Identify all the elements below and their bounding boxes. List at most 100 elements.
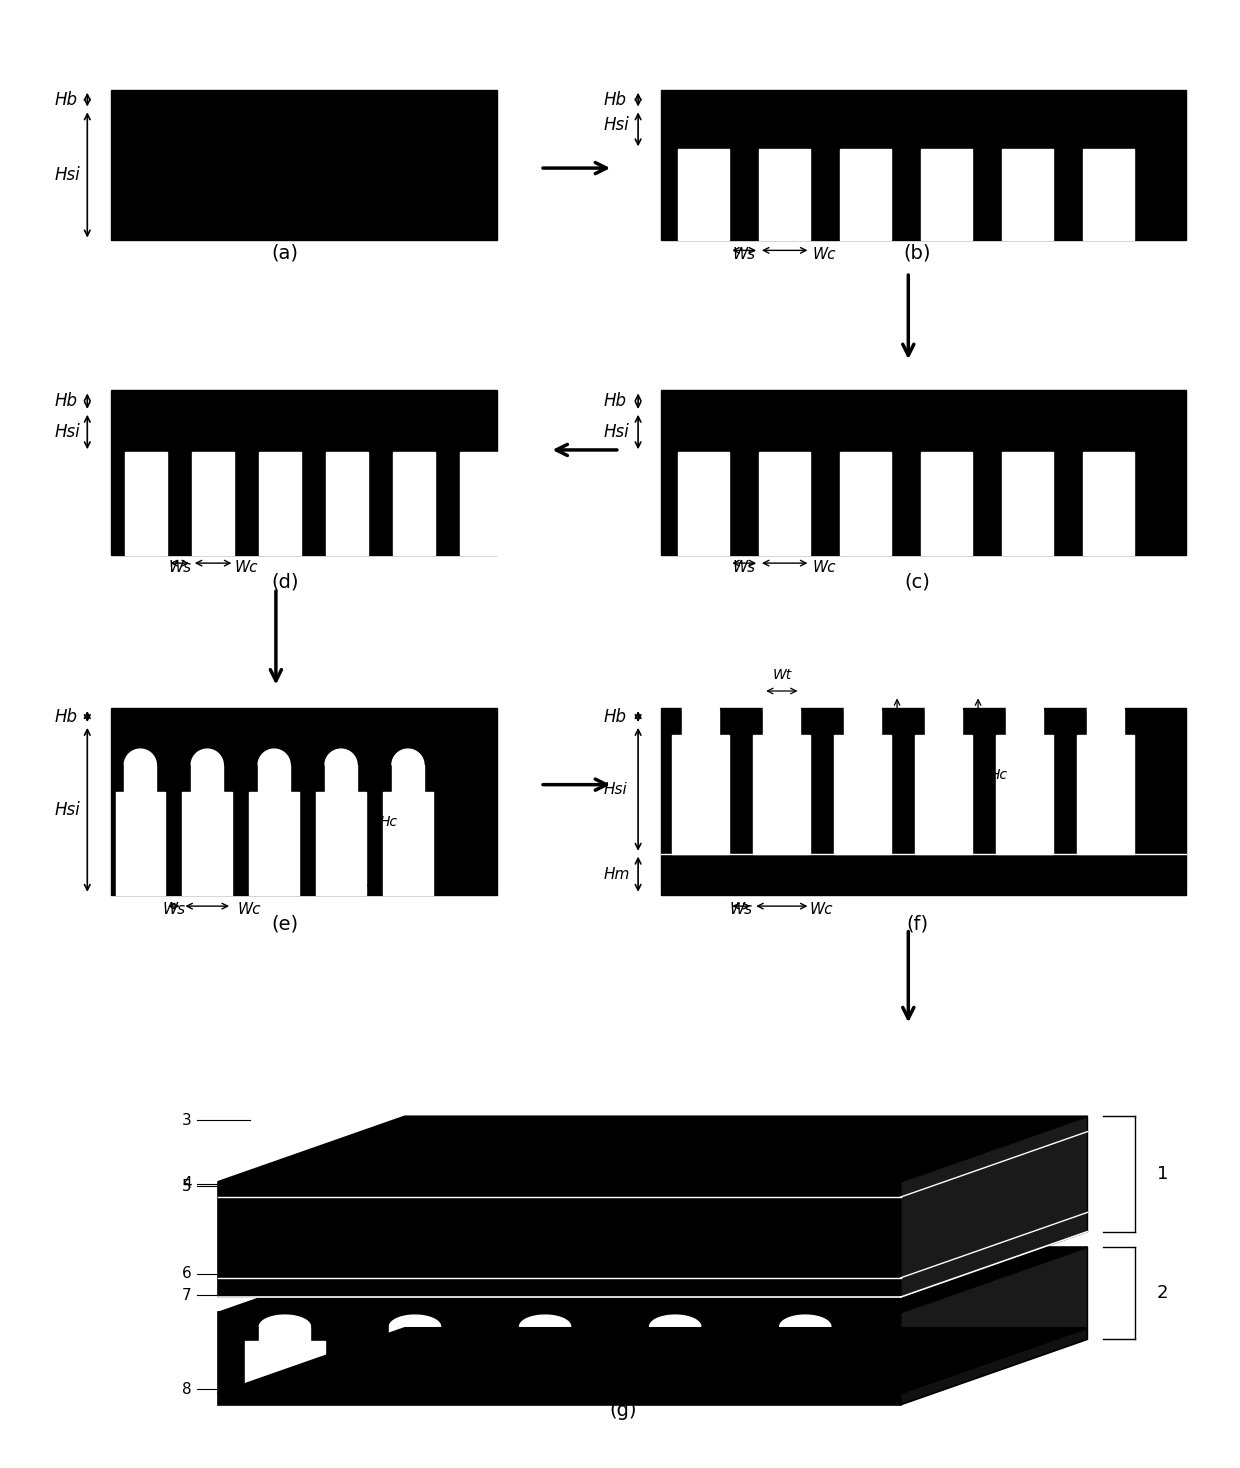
Text: 8: 8 (182, 1381, 191, 1398)
Text: Hsi: Hsi (604, 423, 630, 442)
Bar (682, 711, 719, 735)
Bar (650, 1207, 701, 1221)
Text: (b): (b) (904, 244, 931, 263)
Polygon shape (218, 1393, 900, 1405)
Bar (661, 90, 1185, 241)
Polygon shape (389, 1196, 440, 1207)
Polygon shape (218, 1312, 900, 1393)
Text: Wc: Wc (813, 561, 836, 575)
Bar (110, 90, 497, 241)
Bar (839, 150, 892, 241)
Bar (316, 793, 366, 894)
Text: 7: 7 (182, 1287, 191, 1302)
Text: Hsi: Hsi (604, 782, 627, 797)
Bar (326, 452, 368, 555)
Bar (1007, 711, 1043, 735)
Polygon shape (900, 1116, 1087, 1298)
Bar (325, 765, 357, 793)
Bar (259, 1207, 310, 1221)
Bar (505, 1221, 585, 1270)
Bar (635, 1342, 715, 1389)
Bar (661, 708, 1185, 894)
Bar (259, 452, 301, 555)
Bar (249, 793, 299, 894)
Text: Ws: Ws (733, 561, 755, 575)
Bar (1083, 150, 1135, 241)
Polygon shape (764, 696, 800, 711)
Bar (1083, 452, 1135, 555)
Bar (110, 390, 497, 555)
Polygon shape (218, 1246, 1087, 1312)
Bar (780, 1327, 831, 1342)
Text: (c): (c) (905, 573, 930, 592)
Bar (191, 765, 223, 793)
Polygon shape (325, 749, 357, 765)
Polygon shape (520, 1315, 570, 1327)
Bar (925, 711, 962, 735)
Bar (650, 1327, 701, 1342)
Bar (759, 452, 811, 555)
Bar (835, 735, 892, 854)
Bar (921, 150, 972, 241)
Text: Hb: Hb (55, 91, 77, 109)
Polygon shape (780, 1315, 831, 1327)
Bar (996, 735, 1053, 854)
Bar (839, 452, 892, 555)
Text: 1: 1 (1157, 1166, 1168, 1183)
Text: Hsi: Hsi (604, 116, 630, 134)
Polygon shape (218, 1116, 1087, 1182)
Text: H: H (905, 709, 916, 722)
Text: (a): (a) (272, 244, 299, 263)
Bar (635, 1221, 715, 1270)
Polygon shape (258, 749, 290, 765)
Text: Wc: Wc (810, 903, 833, 918)
Bar (1078, 735, 1135, 854)
Bar (678, 150, 729, 241)
Polygon shape (1087, 696, 1125, 711)
Text: Wt: Wt (197, 719, 217, 733)
Text: Wc: Wc (238, 903, 262, 918)
Bar (759, 150, 811, 241)
Text: 6: 6 (182, 1267, 191, 1282)
Bar (192, 452, 234, 555)
Bar (780, 1207, 831, 1221)
Bar (383, 793, 433, 894)
Bar (246, 1342, 325, 1389)
Text: Ws: Ws (730, 903, 753, 918)
Text: Hb: Hb (604, 708, 627, 725)
Bar (764, 711, 800, 735)
Polygon shape (900, 1246, 1087, 1393)
Bar (661, 390, 1185, 555)
Bar (182, 793, 232, 894)
Polygon shape (389, 1315, 440, 1327)
Text: 4: 4 (182, 1176, 191, 1191)
Bar (1087, 711, 1125, 735)
Bar (520, 1207, 570, 1221)
Text: (e): (e) (272, 915, 299, 934)
Polygon shape (191, 749, 223, 765)
Text: Wc: Wc (813, 247, 836, 263)
Text: (f): (f) (906, 915, 929, 934)
Text: Hsi: Hsi (55, 802, 81, 819)
Polygon shape (682, 696, 719, 711)
Bar (115, 793, 165, 894)
Text: Wc: Wc (234, 561, 258, 575)
Text: Wt: Wt (773, 668, 791, 683)
Text: Hm: Hm (604, 866, 630, 882)
Text: Hc: Hc (379, 815, 398, 829)
Polygon shape (780, 1196, 831, 1207)
Text: Hsi: Hsi (55, 423, 81, 442)
Text: Ws: Ws (162, 903, 185, 918)
Bar (765, 1221, 846, 1270)
Bar (678, 452, 729, 555)
Bar (1002, 150, 1053, 241)
Text: 2: 2 (1157, 1284, 1168, 1302)
Bar (520, 1327, 570, 1342)
Text: Hb: Hb (604, 392, 627, 410)
Text: (d): (d) (272, 573, 299, 592)
Text: Ws: Ws (169, 561, 191, 575)
Bar (246, 1221, 325, 1270)
Text: (g): (g) (610, 1400, 637, 1420)
Bar (754, 735, 811, 854)
Bar (389, 1327, 440, 1342)
